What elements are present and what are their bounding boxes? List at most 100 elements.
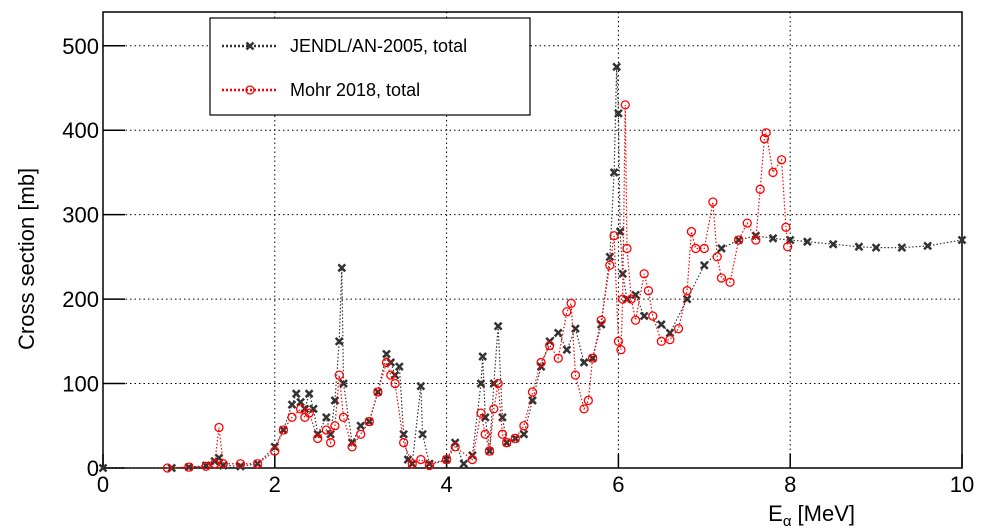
marker [382,349,391,359]
marker [339,379,348,388]
x-tick-label: 4 [440,472,452,497]
marker [296,397,305,407]
marker [162,463,173,473]
marker [751,235,761,245]
marker [519,429,529,439]
marker [923,241,933,251]
marker [218,459,228,469]
marker [245,41,255,51]
marker [407,459,417,469]
marker [325,438,336,448]
marker [626,294,636,304]
marker [605,252,615,262]
marker [596,315,606,325]
x-tick-label: 0 [97,472,109,497]
x-tick-label: 10 [950,472,974,497]
marker [334,336,344,346]
marker [279,425,288,435]
marker [562,345,572,355]
marker [519,421,529,431]
marker [712,252,722,262]
marker [480,412,490,422]
marker [566,298,576,308]
marker [643,286,654,296]
marker [665,334,675,345]
marker [708,197,718,207]
marker [416,381,426,391]
marker [386,370,396,380]
marker [761,128,771,138]
marker [622,243,632,254]
marker [309,404,318,414]
marker [631,290,640,300]
marker [493,378,503,389]
marker [287,412,297,422]
marker [218,461,228,470]
marker [639,311,649,321]
marker [768,233,778,243]
marker [562,307,572,317]
marker [330,421,340,431]
x-tick-label: 8 [784,472,796,497]
marker [321,412,331,422]
marker [252,459,263,469]
y-tick-label: 200 [62,287,99,312]
marker [691,243,701,254]
marker [682,294,692,304]
marker [214,422,224,433]
marker [609,168,619,177]
marker [630,315,641,325]
y-axis-label: Cross section [mb] [14,168,39,350]
marker [579,404,589,414]
marker [682,286,692,296]
marker [553,353,563,363]
marker [673,324,684,334]
marker [828,239,838,249]
marker [330,396,340,405]
marker [321,425,331,435]
marker [390,378,400,389]
marker [609,231,619,241]
marker [489,404,499,414]
marker [755,184,765,194]
marker [278,425,289,435]
marker [201,461,211,471]
marker [897,243,907,252]
marker [716,273,727,283]
series [98,62,967,473]
marker [399,429,409,439]
marker [686,226,697,237]
marker [450,442,460,452]
marker [442,455,451,464]
marker [373,387,383,397]
marker [699,260,709,270]
marker [665,328,675,338]
marker [476,379,486,388]
marker [656,320,666,329]
marker [545,340,555,351]
y-tick-label: 400 [62,118,99,143]
marker [614,108,623,118]
marker [467,454,478,465]
marker [802,237,812,247]
marker [725,277,735,287]
marker [416,454,426,465]
marker [616,345,626,355]
marker [656,336,666,346]
marker [717,244,726,253]
x-axis-label: Eα [MeV] [768,501,855,526]
marker [570,370,581,380]
y-tick-label: 500 [62,34,99,59]
marker [502,438,512,448]
marker [334,370,344,380]
marker [742,218,752,228]
marker [270,446,280,456]
marker [618,269,628,279]
marker [776,155,787,165]
marker [98,463,108,473]
legend-box [209,17,531,116]
marker [502,438,512,448]
marker [759,134,770,144]
